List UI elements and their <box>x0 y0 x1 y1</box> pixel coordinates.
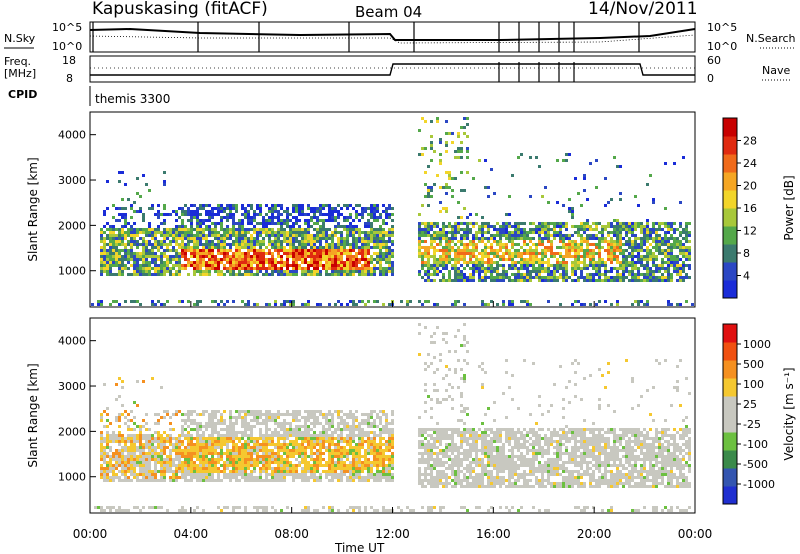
vel-colorbar-label-3: 25 <box>743 398 757 411</box>
xtick-label-3: 12:00 <box>375 527 410 541</box>
vel-colorbar-label-7: -1000 <box>743 478 775 491</box>
vel-colorbar-swatch-7 <box>723 360 737 379</box>
xtick-label-0: 00:00 <box>73 527 108 541</box>
vel-ytick-label-3: 4000 <box>58 335 86 348</box>
power-colorbar-label-2: 12 <box>743 225 757 238</box>
beam-title: Beam 04 <box>355 3 422 21</box>
date-title: 14/Nov/2011 <box>588 0 698 19</box>
power-colorbar-swatch-1 <box>723 262 737 281</box>
x-axis-label: Time UT <box>334 541 385 554</box>
power-scatter-cells <box>91 117 694 306</box>
vel-scatter-cells <box>94 323 691 512</box>
power-colorbar-swatch-2 <box>723 244 737 263</box>
vel-ylabel: Slant Range [km] <box>26 363 40 467</box>
vel-colorbar-swatch-6 <box>723 378 737 397</box>
vel-colorbar-frame <box>722 323 738 505</box>
freq-unit-label: [MHz] <box>4 67 36 80</box>
vel-ytick-label-0: 1000 <box>58 471 86 484</box>
power-colorbar-label-1: 8 <box>743 247 750 260</box>
nave-label: Nave <box>762 64 790 77</box>
vel-ytick-label-1: 2000 <box>58 425 86 438</box>
vel-colorbar-title: Velocity [m s⁻¹] <box>782 367 796 460</box>
nsearch-tick-top: 10^5 <box>707 21 737 34</box>
power-ytick-label-3: 4000 <box>58 129 86 142</box>
xtick-label-4: 16:00 <box>476 527 511 541</box>
power-colorbar-swatch-8 <box>723 136 737 155</box>
xtick-label-5: 20:00 <box>577 527 612 541</box>
power-heatmap: 1000 2000 3000 4000 Slant Range [km] 4 8 12 16 20… <box>26 111 796 308</box>
vel-ytick-label-2: 3000 <box>58 380 86 393</box>
nsky-label: N.Sky <box>4 32 36 45</box>
xtick-label-1: 04:00 <box>174 527 209 541</box>
vel-colorbar-label-0: 1000 <box>743 338 771 351</box>
freq-tick-top: 18 <box>62 54 76 67</box>
station-title: Kapuskasing (fitACF) <box>92 0 268 19</box>
power-colorbar-label-6: 28 <box>743 135 757 148</box>
nsearch-tick-bottom: 10^0 <box>707 40 737 53</box>
power-ytick-label-0: 1000 <box>58 265 86 278</box>
nsky-tick-top: 10^5 <box>52 21 82 34</box>
vel-colorbar-swatch-1 <box>723 468 737 487</box>
power-colorbar-swatch-3 <box>723 226 737 245</box>
power-colorbar-label-0: 4 <box>743 270 750 283</box>
freq-tick-bottom: 8 <box>66 72 73 85</box>
nave-tick-top: 60 <box>707 54 721 67</box>
freq-panel: Freq. [MHz] 18 8 60 0 Nave <box>4 54 792 85</box>
vel-colorbar-label-5: -100 <box>743 438 768 451</box>
xtick-label-6: 00:00 <box>678 527 713 541</box>
vel-colorbar-swatch-5 <box>723 396 737 415</box>
power-ylabel: Slant Range [km] <box>26 157 40 261</box>
vel-colorbar-swatch-2 <box>723 450 737 469</box>
cpid-label: CPID <box>8 88 37 101</box>
power-colorbar-swatch-4 <box>723 208 737 227</box>
power-colorbar-label-4: 20 <box>743 180 757 193</box>
nave-tick-bottom: 0 <box>707 72 714 85</box>
nsky-tick-bottom: 10^0 <box>52 40 82 53</box>
xtick-label-2: 08:00 <box>274 527 309 541</box>
power-colorbar-title: Power [dB] <box>782 175 796 240</box>
vel-colorbar-swatch-8 <box>723 342 737 361</box>
vel-colorbar-swatch-4 <box>723 414 737 433</box>
vel-colorbar-label-2: 100 <box>743 378 764 391</box>
nsearch-label: N.Search <box>746 32 796 45</box>
power-colorbar-swatch-6 <box>723 172 737 191</box>
velocity-heatmap: 1000 2000 3000 4000 Slant Range [km] 1000 500 1… <box>26 317 796 514</box>
power-colorbar-label-5: 24 <box>743 157 757 170</box>
vel-colorbar-swatch-0 <box>723 486 737 505</box>
vel-colorbar-label-6: -500 <box>743 458 768 471</box>
power-colorbar-swatch-9 <box>723 118 737 137</box>
vel-colorbar-swatch-9 <box>723 324 737 343</box>
power-ytick-label-1: 2000 <box>58 219 86 232</box>
vel-colorbar-label-1: 500 <box>743 358 764 371</box>
cpid-value: themis 3300 <box>95 92 170 106</box>
power-ytick-label-2: 3000 <box>58 174 86 187</box>
power-colorbar-label-3: 16 <box>743 202 757 215</box>
time-axis: 00:00 04:00 08:00 12:00 16:00 20:00 00:00 <box>73 527 713 541</box>
power-colorbar-swatch-7 <box>723 154 737 173</box>
power-colorbar-swatch-5 <box>723 190 737 209</box>
freq-label: Freq. <box>4 55 31 68</box>
vel-colorbar-swatch-3 <box>723 432 737 451</box>
nsky-panel: N.Sky 10^5 10^0 10^5 10^0 N.Search <box>4 21 796 53</box>
power-colorbar-swatch-0 <box>723 280 737 299</box>
vel-colorbar-label-4: -25 <box>743 418 761 431</box>
